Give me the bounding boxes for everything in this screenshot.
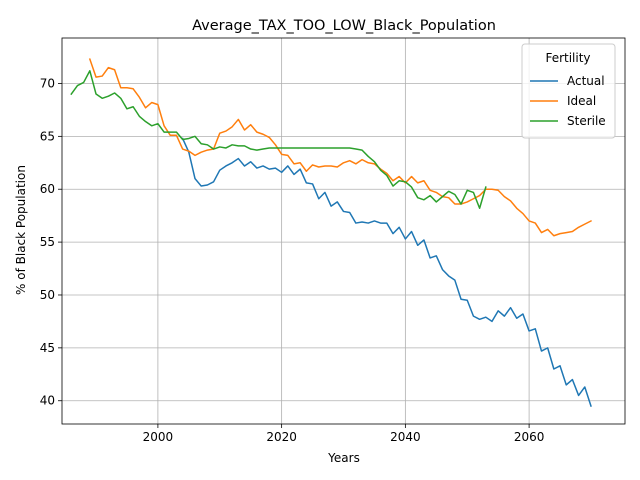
- x-tick-label: 2020: [266, 430, 297, 444]
- chart-title: Average_TAX_TOO_LOW_Black_Population: [192, 18, 496, 34]
- axis-ticks: 2000 2020 2040 2060 40 45 50 55 60 65 70: [40, 76, 545, 444]
- y-tick-label: 55: [40, 235, 55, 249]
- legend-label-sterile: Sterile: [567, 114, 606, 128]
- plot-frame: [61, 37, 626, 425]
- legend-label-ideal: Ideal: [567, 94, 596, 108]
- y-tick-label: 50: [40, 288, 55, 302]
- x-tick-label: 2000: [143, 430, 174, 444]
- series-lines: [70, 58, 592, 407]
- legend: Fertility Actual Ideal Sterile: [521, 43, 616, 139]
- legend-box: [521, 43, 616, 139]
- legend-title: Fertility: [545, 51, 590, 65]
- y-axis-title: % of Black Population: [14, 165, 28, 295]
- y-tick-label: 40: [40, 394, 55, 408]
- legend-label-actual: Actual: [567, 74, 605, 88]
- x-tick-label: 2040: [390, 430, 421, 444]
- x-axis-title: Years: [327, 451, 360, 465]
- legend-entries: Actual Ideal Sterile: [530, 74, 606, 128]
- y-tick-label: 70: [40, 76, 55, 90]
- y-tick-label: 45: [40, 341, 55, 355]
- y-tick-label: 65: [40, 129, 55, 143]
- series-line-ideal: [88, 58, 592, 237]
- y-tick-label: 60: [40, 182, 55, 196]
- series-line-sterile: [70, 70, 487, 210]
- x-tick-label: 2060: [514, 430, 545, 444]
- series-line-actual: [181, 137, 592, 407]
